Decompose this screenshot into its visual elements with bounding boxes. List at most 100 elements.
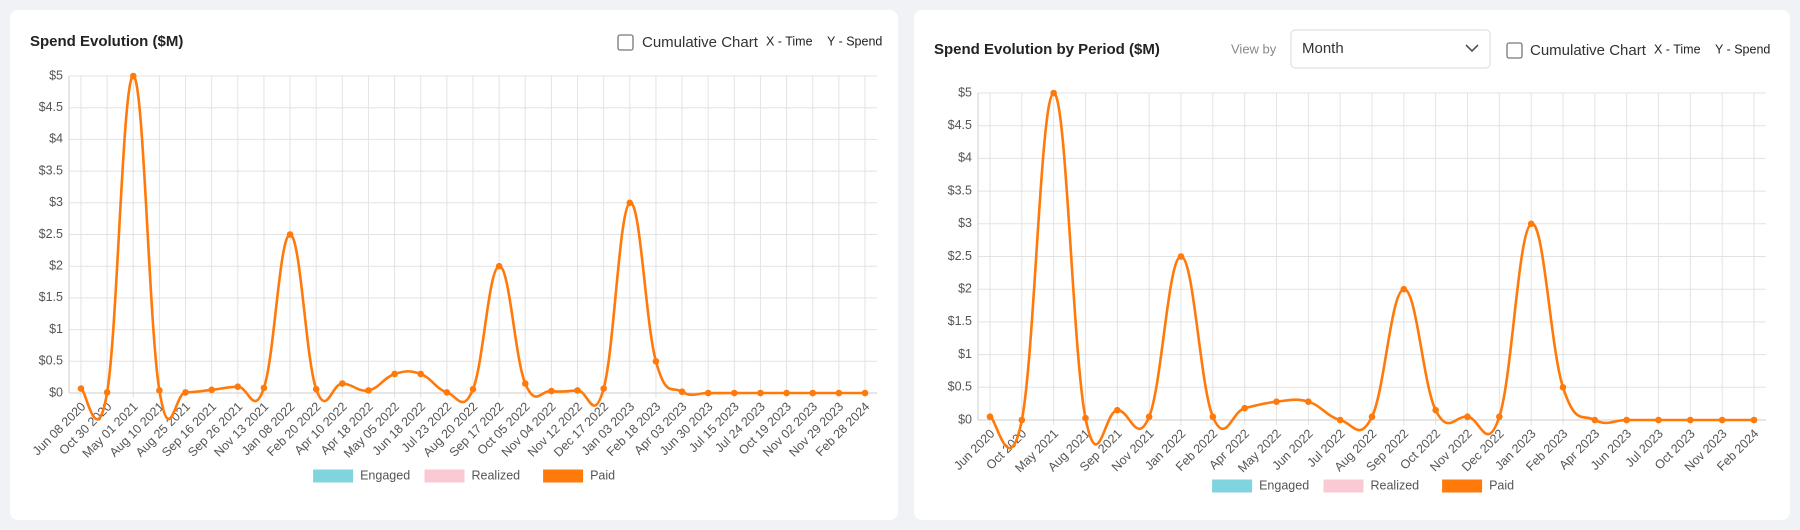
point [986,413,994,421]
y-tick-label: $1 [958,347,972,361]
point [129,72,137,80]
point [443,389,451,396]
point [234,383,242,390]
point [574,387,581,394]
point [182,389,189,396]
point [1623,416,1630,424]
y-tick-label: $1.5 [39,290,63,304]
point [783,389,790,397]
chevron [1465,44,1479,53]
point [1432,406,1439,414]
point [1209,413,1217,421]
y-tick-label: $3.5 [948,183,972,197]
point [704,389,712,397]
dropdown[interactable] [1290,29,1491,69]
checkbox[interactable] [617,34,634,51]
legend-swatch [1323,479,1364,493]
point [678,388,686,396]
point [495,262,503,270]
legend-label: Engaged [1259,478,1309,492]
y-hint: Y - Spend [1715,42,1770,56]
point [731,389,738,397]
point [1687,416,1694,424]
x-hint: X - Time [1654,42,1701,56]
y-tick-label: $2 [49,258,63,272]
point [1082,414,1089,422]
y-tick-label: $1.5 [948,314,972,328]
panel [914,10,1790,520]
legend-swatch [1442,479,1483,493]
y-tick-label: $0 [49,385,63,399]
x-hint: X - Time [766,34,813,48]
legend-label: Engaged [360,468,410,482]
legend-label: Realized [472,468,521,482]
point [1750,416,1758,424]
point [1305,398,1312,405]
legend-swatch [424,469,465,483]
point [1273,398,1280,405]
chart-title: Spend Evolution by Period ($M) [934,41,1160,58]
point [600,385,607,392]
point [757,389,764,397]
point [1718,416,1726,424]
point [1655,416,1662,424]
point [1336,416,1344,424]
point [1177,253,1185,260]
legend-label: Paid [590,468,615,482]
y-tick-label: $4 [49,132,63,146]
point [1464,413,1471,421]
point [1114,406,1121,414]
point [626,199,634,207]
y-tick-label: $0.5 [39,354,63,368]
y-tick-label: $0.5 [948,380,972,394]
point [156,387,163,394]
point [77,385,85,392]
y-tick-label: $2 [958,281,972,295]
dropdown-value[interactable]: Month [1302,40,1344,57]
point [469,385,477,393]
chart-title: Spend Evolution ($M) [30,33,183,50]
point [286,231,294,238]
point [1559,384,1567,391]
point [208,386,215,394]
point [417,370,425,378]
point [339,380,346,387]
point [1241,404,1248,412]
point [1018,416,1026,424]
point [548,387,555,395]
checkbox[interactable] [1506,42,1523,59]
point [365,387,372,394]
y-tick-label: $1 [49,322,63,336]
y-tick-label: $3 [49,195,63,209]
point [1400,285,1408,293]
y-tick-label: $5 [49,68,63,82]
legend-swatch [313,469,354,483]
checkbox-label[interactable]: Cumulative Chart [1530,42,1647,59]
y-tick-label: $4 [958,151,972,165]
legend-label: Paid [1489,478,1514,492]
point [1496,413,1503,421]
point [103,389,111,396]
legend-swatch [543,469,584,483]
point [652,358,660,365]
y-tick-label: $0 [958,412,972,426]
legend-swatch [1212,479,1253,493]
point [1591,416,1599,424]
y-tick-label: $2.5 [39,227,63,241]
point [809,389,817,397]
point [1145,413,1153,421]
point [1527,220,1535,228]
y-tick-label: $4.5 [39,100,63,114]
point [391,370,398,378]
y-tick-label: $4.5 [948,118,972,132]
point [1050,89,1057,97]
y-tick-label: $3 [958,216,972,230]
legend-label: Realized [1371,478,1420,492]
y-tick-label: $3.5 [39,163,63,177]
point [835,389,843,397]
point [260,384,268,392]
y-tick-label: $2.5 [948,249,972,263]
checkbox-label[interactable]: Cumulative Chart [642,34,759,51]
y-hint: Y - Spend [827,34,882,48]
